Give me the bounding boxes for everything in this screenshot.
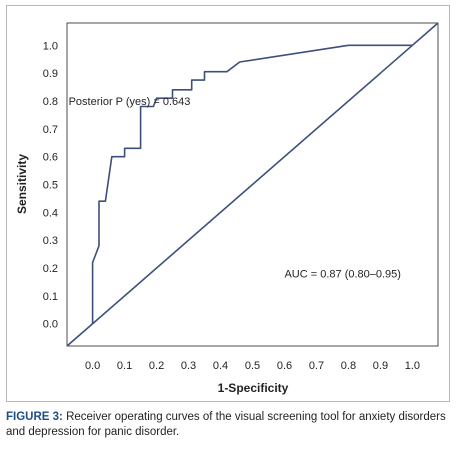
x-axis-title: 1-Specificity	[218, 381, 289, 395]
x-tick-label: 0.2	[149, 360, 164, 372]
y-tick-label: 0.5	[43, 180, 58, 192]
y-tick-label: 0.8	[43, 96, 58, 108]
x-tick-label: 0.3	[181, 360, 196, 372]
x-tick-label: 0.6	[277, 360, 292, 372]
y-tick-label: 0.4	[43, 207, 58, 219]
y-tick-label: 0.7	[43, 124, 58, 136]
y-tick-label: 0.2	[43, 263, 58, 275]
x-tick-label: 0.7	[309, 360, 324, 372]
x-tick-label: 0.9	[373, 360, 388, 372]
x-tick-label: 0.1	[117, 360, 132, 372]
y-axis-title: Sensitivity	[15, 154, 29, 214]
posterior-probability-annotation: Posterior P (yes) = 0.643	[69, 96, 191, 108]
y-tick-label: 0.1	[43, 291, 58, 303]
y-tick-label: 0.9	[43, 68, 58, 80]
x-tick-label: 0.5	[245, 360, 260, 372]
figure-frame	[6, 5, 450, 402]
roc-chart: 0.0 0.1 0.2 0.3 0.4 0.5 0.6 0.7 0.8 0.9 1.0 0.0 0.1 0…	[15, 22, 439, 395]
y-tick-label: 0.6	[43, 152, 58, 164]
caption-label: FIGURE 3:	[6, 411, 63, 423]
figure-caption: FIGURE 3: Receiver operating curves of t…	[6, 410, 450, 440]
auc-annotation: AUC = 0.87 (0.80–0.95)	[284, 269, 401, 281]
x-tick-label: 0.4	[213, 360, 228, 372]
y-tick-label: 1.0	[43, 40, 58, 52]
plot-area-border	[66, 22, 439, 347]
roc-curve-line	[91, 44, 413, 324]
x-tick-label: 0.0	[85, 360, 100, 372]
x-tick-label: 0.8	[341, 360, 356, 372]
caption-text: Receiver operating curves of the visual …	[6, 411, 446, 438]
y-tick-label: 0.0	[43, 319, 58, 331]
x-tick-label: 1.0	[405, 360, 420, 372]
reference-diagonal-line	[66, 22, 439, 347]
y-tick-label: 0.3	[43, 235, 58, 247]
